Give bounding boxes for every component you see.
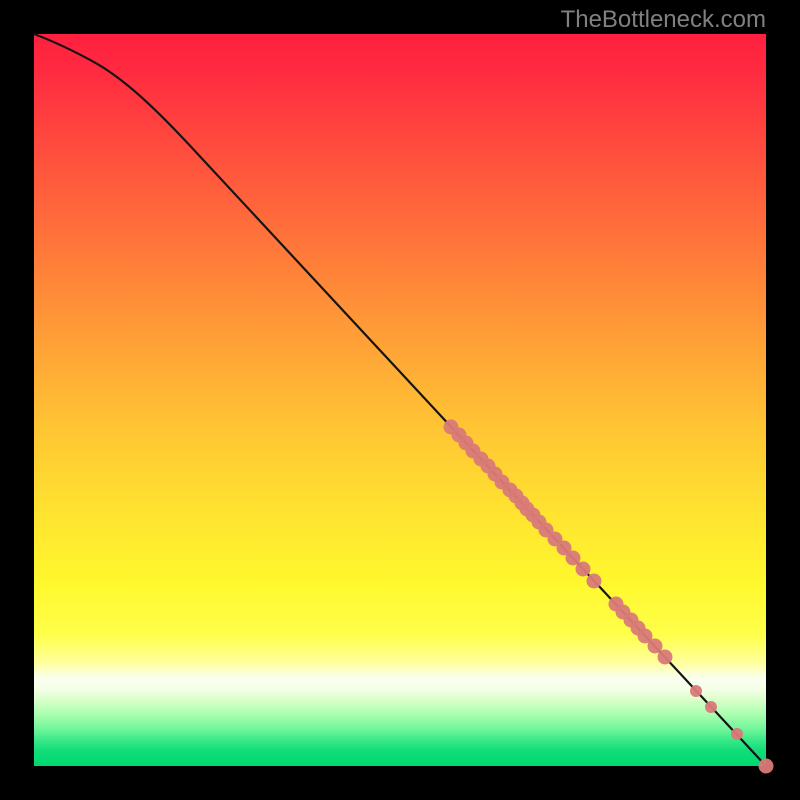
chart-container: TheBottleneck.com (0, 0, 800, 800)
curve-marker (690, 685, 702, 697)
curve-marker (586, 573, 601, 588)
curve-marker (731, 728, 743, 740)
watermark-text: TheBottleneck.com (561, 6, 766, 34)
curve-marker (657, 650, 672, 665)
chart-background-gradient (34, 34, 766, 766)
curve-marker (759, 759, 774, 774)
curve-marker (705, 701, 717, 713)
